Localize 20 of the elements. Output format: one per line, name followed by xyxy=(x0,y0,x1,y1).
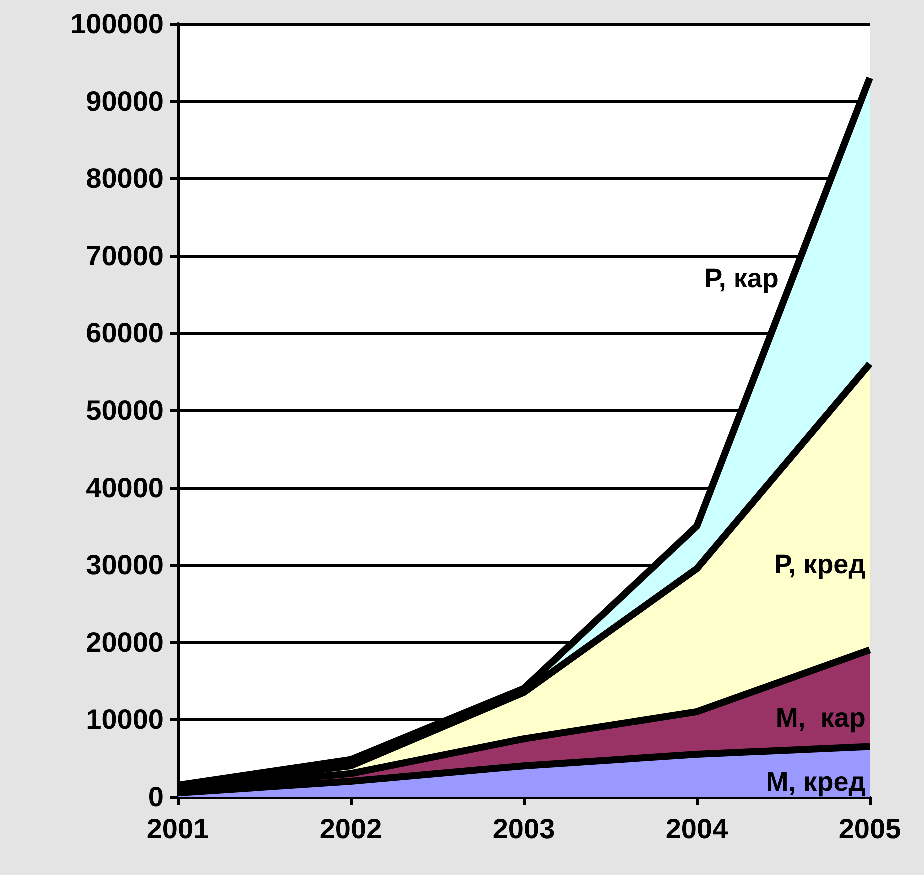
x-tick-label: 2005 xyxy=(838,814,902,844)
y-tick-label: 70000 xyxy=(86,240,164,272)
y-tick-label: 100000 xyxy=(70,8,164,40)
x-tick-label: 2004 xyxy=(666,814,729,844)
series-label: М, кар xyxy=(776,702,866,733)
y-tick-label: 30000 xyxy=(86,550,164,581)
x-tick-label: 2003 xyxy=(492,814,556,844)
series-label: Р, кред xyxy=(774,549,866,580)
y-tick-label: 50000 xyxy=(86,395,164,426)
y-tick-label: 60000 xyxy=(86,318,164,349)
y-tick-label: 90000 xyxy=(86,86,164,117)
x-tick-label: 2001 xyxy=(146,814,210,844)
y-tick-label: 0 xyxy=(148,782,164,812)
y-tick-label: 40000 xyxy=(86,472,164,504)
x-tick-label: 2002 xyxy=(320,814,382,844)
series-label: Р, кар xyxy=(704,263,779,294)
y-tick-label: 10000 xyxy=(86,704,164,736)
y-tick-label: 80000 xyxy=(86,163,164,194)
y-tick-label: 20000 xyxy=(86,626,164,658)
series-label: М, кред xyxy=(766,766,866,797)
